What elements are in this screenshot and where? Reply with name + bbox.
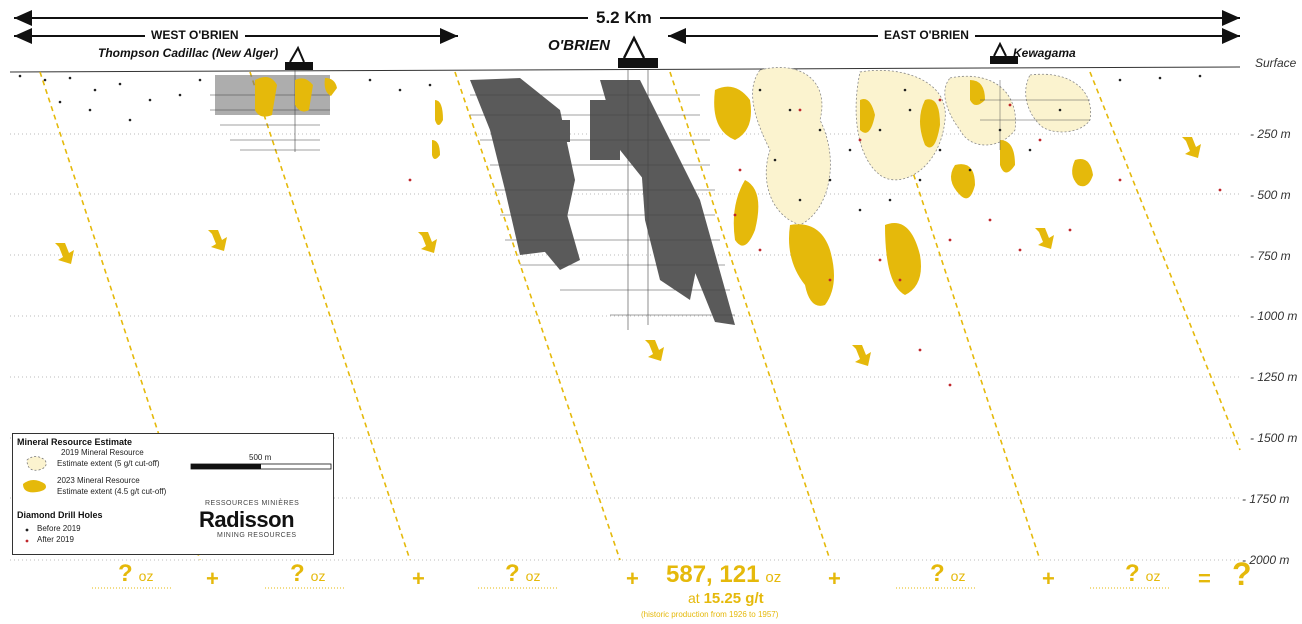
- surface-line: [9, 66, 1241, 73]
- headframe-icon-thompson: [285, 45, 313, 70]
- legend-box: Mineral Resource Estimate 2019 Mineral R…: [12, 433, 334, 555]
- legend-2019-line2: Estimate extent (5 g/t cut-off): [57, 459, 160, 468]
- depth-label-250: - 250 m: [1250, 127, 1291, 141]
- obrien-drifts: [470, 70, 735, 330]
- west-amount-3: ? oz: [505, 560, 541, 587]
- east-amount-1: ? oz: [930, 560, 966, 587]
- legend-before-2019: Before 2019: [37, 524, 81, 533]
- depth-label-surface: Surface: [1255, 56, 1297, 70]
- plus-sign-1: +: [206, 566, 219, 591]
- downward-extension-arrows: [55, 137, 1201, 366]
- kewagama-label: Kewagama: [1013, 46, 1076, 60]
- east-drifts: [980, 80, 1090, 150]
- depth-label-500: - 500 m: [1250, 188, 1291, 202]
- legend-scale-label: 500 m: [249, 453, 272, 462]
- west-amount: ? oz: [118, 560, 154, 587]
- historic-production: 587, 121 oz: [666, 561, 782, 588]
- legend-2023-line2: Estimate extent (4.5 g/t cut-off): [57, 487, 167, 496]
- depth-label-1250: - 1250 m: [1250, 370, 1298, 384]
- legend-2019-line1: 2019 Mineral Resource: [61, 448, 144, 457]
- legend-2023-line1: 2023 Mineral Resource: [57, 476, 140, 485]
- equals-sign: =: [1198, 566, 1211, 591]
- depth-label-1500: - 1500 m: [1250, 431, 1298, 445]
- legend-after-2019: After 2019: [37, 535, 74, 544]
- depth-label-750: - 750 m: [1250, 249, 1291, 263]
- plus-sign-3: +: [626, 566, 639, 591]
- east-obrien-label: EAST O'BRIEN: [878, 28, 975, 42]
- drill-holes-before-2019: [18, 74, 1202, 212]
- depth-label-2000: - 2000 m: [1242, 553, 1290, 567]
- logo-top-text: RESSOURCES MINIÈRES: [205, 500, 300, 507]
- west-obrien-label: WEST O'BRIEN: [145, 28, 245, 42]
- east-amount-2: ? oz: [1125, 560, 1161, 587]
- logo-bottom-text: MINING RESOURCES: [217, 532, 297, 539]
- legend-title: Mineral Resource Estimate: [17, 437, 133, 447]
- production-note: (historic production from 1926 to 1957): [641, 610, 779, 619]
- obrien-label: O'BRIEN: [548, 37, 610, 54]
- thompson-label: Thompson Cadillac (New Alger): [98, 46, 279, 60]
- depth-label-1750: - 1750 m: [1242, 492, 1290, 506]
- legend-symbols: [23, 456, 332, 543]
- total-distance-label: 5.2 Km: [588, 8, 660, 28]
- plus-sign-2: +: [412, 566, 425, 591]
- obrien-workings: [470, 78, 735, 325]
- depth-label-1000: - 1000 m: [1250, 309, 1298, 323]
- headframe-icon-kewagama: [990, 41, 1018, 64]
- thompson-workings: [210, 70, 337, 152]
- headframe-icon-obrien: [618, 35, 658, 68]
- plus-sign-4: +: [828, 566, 841, 591]
- legend-drill-title: Diamond Drill Holes: [17, 510, 103, 520]
- production-grade: at 15.25 g/t: [688, 590, 764, 607]
- drill-holes-after-2019: [408, 98, 1222, 387]
- resource-2023-extents: [432, 80, 1093, 306]
- resource-2019-extents: [752, 67, 1092, 226]
- total-unknown: ?: [1232, 556, 1252, 592]
- radisson-logo: Radisson: [199, 507, 295, 532]
- west-amount-2: ? oz: [290, 560, 326, 587]
- plus-sign-5: +: [1042, 566, 1055, 591]
